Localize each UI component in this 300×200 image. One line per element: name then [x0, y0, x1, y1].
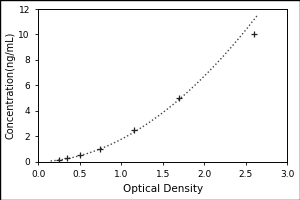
Y-axis label: Concentration(ng/mL): Concentration(ng/mL) — [6, 32, 16, 139]
X-axis label: Optical Density: Optical Density — [123, 184, 203, 194]
